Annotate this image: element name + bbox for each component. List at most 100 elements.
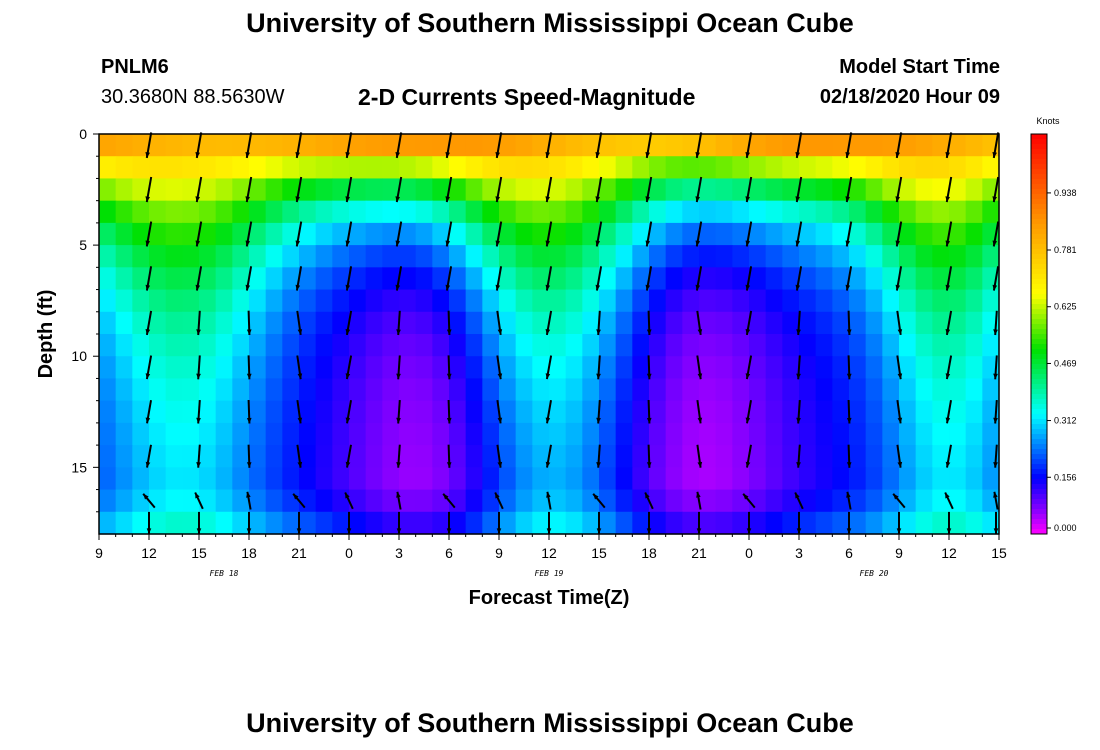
heatmap-cell: [349, 156, 367, 180]
heatmap-cell: [415, 267, 433, 291]
colorbar-band: [1031, 214, 1047, 220]
colorbar-band: [1031, 479, 1047, 485]
heatmap-cell: [599, 156, 617, 180]
heatmap-cell: [915, 222, 933, 246]
date-label: FEB 19: [535, 569, 564, 578]
heatmap-cell: [249, 311, 267, 335]
heatmap-cell: [915, 334, 933, 357]
heatmap-cell: [299, 222, 317, 246]
heatmap-cell: [265, 245, 283, 268]
heatmap-cell: [282, 445, 300, 468]
heatmap-cell: [632, 245, 650, 268]
heatmap-cell: [682, 200, 700, 224]
colorbar-band: [1031, 189, 1047, 195]
colorbar-band: [1031, 219, 1047, 225]
vector-head: [345, 461, 351, 468]
colorbar-frame: [1030, 133, 1048, 535]
current-vector: [644, 492, 654, 510]
heatmap-cell: [382, 511, 400, 535]
heatmap-cell: [349, 134, 367, 157]
heatmap-cell: [432, 134, 450, 157]
heatmap-cell: [465, 400, 483, 424]
heatmap-cell: [715, 400, 733, 424]
heatmap-cell: [199, 200, 217, 224]
vector-head: [195, 284, 201, 291]
heatmap-cell: [115, 400, 133, 424]
heatmap-cell: [899, 178, 917, 202]
heatmap-cell: [649, 134, 667, 157]
heatmap-cell: [299, 467, 317, 491]
current-vector: [245, 176, 253, 203]
heatmap-cell: [449, 245, 467, 268]
heatmap-cell: [432, 467, 450, 491]
heatmap-cell: [749, 511, 767, 535]
heatmap-cell: [99, 134, 117, 157]
current-vector: [496, 355, 503, 380]
heatmap-cell: [99, 356, 117, 380]
heatmap-cell: [265, 178, 283, 202]
vector-head: [945, 152, 950, 158]
heatmap-cell: [99, 334, 117, 357]
heatmap-cell: [715, 156, 733, 180]
heatmap-cell: [515, 400, 533, 424]
heatmap-cell: [165, 222, 183, 246]
heatmap-cell: [532, 422, 550, 446]
vector-head: [897, 417, 903, 424]
heatmap-cell: [899, 445, 917, 468]
vector-head: [745, 461, 751, 468]
heatmap-cell: [182, 289, 200, 313]
heatmap-cell: [849, 378, 867, 402]
vector-head: [993, 528, 999, 534]
heatmap-cell: [215, 511, 233, 535]
heatmap-cell: [182, 311, 200, 335]
heatmap-cell: [599, 334, 617, 357]
heatmap-cell: [632, 422, 650, 446]
heatmap-cell: [149, 245, 167, 268]
heatmap-cell: [349, 445, 367, 468]
heatmap-cell: [349, 311, 367, 335]
vector-head: [446, 528, 452, 534]
heatmap-cell: [699, 178, 717, 202]
heatmap-cell: [215, 311, 233, 335]
heatmap-cell: [465, 378, 483, 402]
current-vector: [246, 491, 252, 510]
vector-head: [143, 493, 149, 500]
x-tick-label: 15: [191, 545, 207, 561]
x-tick-label: 12: [541, 545, 557, 561]
colorbar-band: [1031, 519, 1047, 525]
heatmap-cell: [282, 178, 300, 202]
heatmap-cell: [432, 422, 450, 446]
vector-head: [545, 417, 551, 424]
current-vector: [945, 176, 953, 203]
heatmap-cell: [365, 222, 383, 246]
heatmap-cell: [149, 222, 167, 246]
colorbar-band: [1031, 179, 1047, 185]
current-vector: [945, 221, 953, 247]
heatmap-cell: [265, 467, 283, 491]
heatmap-cell: [899, 311, 917, 335]
heatmap-cell: [699, 445, 717, 468]
current-vector: [945, 444, 952, 468]
heatmap-cell: [149, 378, 167, 402]
heatmap-cell: [365, 511, 383, 535]
heatmap-cell: [99, 289, 117, 313]
heatmap-cell: [399, 445, 417, 468]
heatmap-cell: [565, 267, 583, 291]
heatmap-cell: [715, 378, 733, 402]
heatmap-cell: [199, 134, 217, 157]
vector-head: [845, 240, 851, 247]
vector-head: [697, 461, 703, 468]
current-vector: [992, 132, 1000, 159]
vector-head: [295, 152, 300, 158]
heatmap-cell: [732, 356, 750, 380]
colorbar-band: [1031, 134, 1047, 140]
heatmap-cell: [449, 378, 467, 402]
vector-head: [993, 462, 998, 468]
heatmap-cell: [599, 422, 617, 446]
heatmap-cell: [115, 467, 133, 491]
current-vector: [246, 355, 252, 380]
heatmap-cell: [432, 200, 450, 224]
heatmap-cell: [182, 222, 200, 246]
heatmap-cell: [899, 134, 917, 157]
heatmap-cell: [832, 156, 850, 180]
